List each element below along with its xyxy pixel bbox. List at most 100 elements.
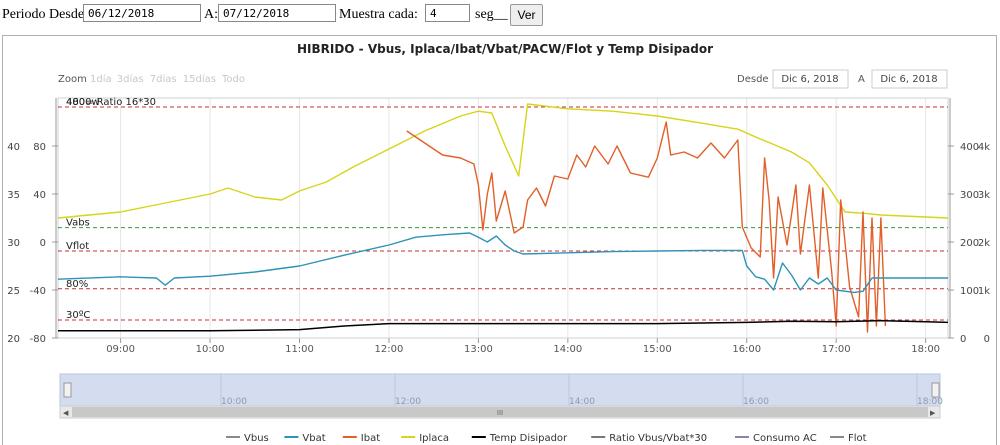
seg-label: seg__ xyxy=(475,7,508,22)
series-vbat-line xyxy=(57,232,948,294)
zoom-option-3[interactable]: 15días xyxy=(183,73,216,85)
y-tick-label-left_outer: 35 xyxy=(7,190,20,201)
x-gridlines xyxy=(120,98,927,343)
y-tick-label-left_outer: 25 xyxy=(7,286,20,297)
ver-button[interactable]: Ver xyxy=(510,4,543,26)
chart-title: HIBRIDO - Vbus, Iplaca/Ibat/Vbat/PACW/Fl… xyxy=(297,42,713,56)
zoom-option-2[interactable]: 7días xyxy=(150,73,177,85)
x-tick-label: 09:00 xyxy=(106,344,135,355)
navigator-tick-label: 18:00 xyxy=(917,397,943,407)
y-tick-label-left_inner: 0 xyxy=(40,238,46,249)
navigator-background xyxy=(59,373,941,407)
navigator-handle-right[interactable] xyxy=(931,382,940,398)
y-tick-label-right_inner: 100 xyxy=(960,286,979,297)
zoom-option-1[interactable]: 3días xyxy=(117,73,144,85)
x-tick-label: 15:00 xyxy=(643,344,672,355)
navigator-tick-label: 14:00 xyxy=(569,397,595,407)
y-tick-label-right_outer: 2k xyxy=(978,238,990,249)
hasta-input[interactable] xyxy=(218,4,336,22)
legend-item-iplaca[interactable]: Iplaca xyxy=(401,433,449,444)
legend-item-ibat[interactable]: Ibat xyxy=(342,433,380,444)
hasta-range-box[interactable] xyxy=(871,69,948,89)
legend-item-vbat[interactable]: Vbat xyxy=(284,433,326,444)
legend-label: Ibat xyxy=(361,433,380,444)
series-lines xyxy=(57,103,949,333)
series-iplaca-line xyxy=(57,103,949,219)
navigator-tick-label: 16:00 xyxy=(743,397,769,407)
navigator[interactable]: 10:00 12:00 14:00 16:00 18:00 III ◀ ▶ xyxy=(59,373,943,419)
hasta-range-date: Dic 6, 2018 xyxy=(880,74,937,85)
muestra-input[interactable] xyxy=(425,4,470,22)
hasta-range-label: A xyxy=(858,74,865,85)
legend-item-consumo[interactable]: Consumo AC xyxy=(735,433,817,444)
legend-label: Ratio Vbus/Vbat*30 xyxy=(609,433,707,444)
x-tick-label: 16:00 xyxy=(732,344,761,355)
scrollbar-grip: III xyxy=(497,409,503,417)
y-tick-label-left_outer: 30 xyxy=(7,238,20,249)
muestra-label: Muestra cada: xyxy=(339,7,418,22)
y-tick-label-right_inner: 0 xyxy=(960,334,966,345)
x-tick-label: 12:00 xyxy=(375,344,404,355)
periodo-label: Periodo Desde: xyxy=(2,7,88,22)
legend-item-flot[interactable]: Flot xyxy=(830,433,867,444)
scroll-right-arrow[interactable]: ▶ xyxy=(930,409,936,417)
legend-item-ratio[interactable]: Ratio Vbus/Vbat*30 xyxy=(591,433,707,444)
zoom-options: 1día 3días 7días 15días Todo xyxy=(90,73,245,85)
period-controls: Periodo Desde: A: Muestra cada: seg__ Ve… xyxy=(0,0,1000,30)
navigator-tick-label: 10:00 xyxy=(221,397,247,407)
y-tick-label-right_inner: 400 xyxy=(960,142,979,153)
y-tick-label-right_inner: 200 xyxy=(960,238,979,249)
y-tick-label-left_inner: 40 xyxy=(33,190,46,201)
reference-label: 480= Ratio 16*30 xyxy=(66,97,156,108)
series-ibat-line xyxy=(406,121,887,333)
y-tick-label-right_inner: 300 xyxy=(960,190,979,201)
reference-label: Vabs xyxy=(66,218,90,229)
legend-label: Consumo AC xyxy=(753,433,817,444)
navigator-handle-left[interactable] xyxy=(63,382,72,398)
y-tick-label-left_outer: 20 xyxy=(7,334,20,345)
desde-range-box[interactable] xyxy=(772,69,849,89)
zoom-label: Zoom xyxy=(58,74,87,85)
legend-label: Iplaca xyxy=(419,433,449,444)
x-tick-labels: 09:00 10:00 11:00 12:00 13:00 14:00 15:00 16:00… xyxy=(106,344,940,355)
x-tick-label: 10:00 xyxy=(196,344,225,355)
legend-item-vbus[interactable]: Vbus xyxy=(226,433,269,444)
scrollbar-thumb[interactable] xyxy=(72,407,928,417)
legend-label: Vbat xyxy=(302,433,325,444)
x-tick-label: 13:00 xyxy=(464,344,493,355)
desde-range-label: Desde xyxy=(737,74,769,85)
legend-item-temp[interactable]: Temp Disipador xyxy=(471,433,568,444)
desde-input[interactable] xyxy=(83,4,201,22)
legend-label: Temp Disipador xyxy=(489,433,568,444)
x-tick-label: 17:00 xyxy=(822,344,851,355)
y-tick-label-left_inner: -40 xyxy=(30,286,46,297)
y-tick-label-left_inner: -80 xyxy=(30,334,46,345)
a-label: A: xyxy=(204,7,218,22)
series-temp-line xyxy=(58,319,949,332)
zoom-option-0[interactable]: 1día xyxy=(90,73,112,85)
scroll-left-arrow[interactable]: ◀ xyxy=(63,409,69,417)
x-tick-label: 11:00 xyxy=(285,344,314,355)
navigator-ticks: 10:00 12:00 14:00 16:00 18:00 xyxy=(220,374,943,407)
chart-panel xyxy=(2,35,997,445)
reference-label: 30ºC xyxy=(66,310,90,321)
y-tick-label-right_outer: 0 xyxy=(984,334,990,345)
y-tick-label-right_outer: 1k xyxy=(978,286,990,297)
navigator-tick-label: 12:00 xyxy=(395,397,421,407)
y-tick-label-left_outer: 40 xyxy=(7,142,20,153)
y-tick-label-left_inner: 80 xyxy=(33,142,46,153)
reference-label: 80% xyxy=(66,279,88,290)
plot-area xyxy=(57,97,949,339)
desde-range-date: Dic 6, 2018 xyxy=(781,74,838,85)
reference-label: Vflot xyxy=(66,241,89,252)
legend-label: Vbus xyxy=(244,433,269,444)
axes: 403530252080400-40-8040030020010004k3k2k… xyxy=(7,98,990,345)
legend-label: Flot xyxy=(848,433,867,444)
x-tick-label: 18:00 xyxy=(911,344,940,355)
zoom-option-4[interactable]: Todo xyxy=(221,74,245,85)
reference-label: 4000w xyxy=(66,97,100,108)
y-tick-label-right_outer: 4k xyxy=(978,142,990,153)
legend: Vbus Vbat Ibat Iplaca Temp Disipador Ratio Vb… xyxy=(226,433,867,444)
